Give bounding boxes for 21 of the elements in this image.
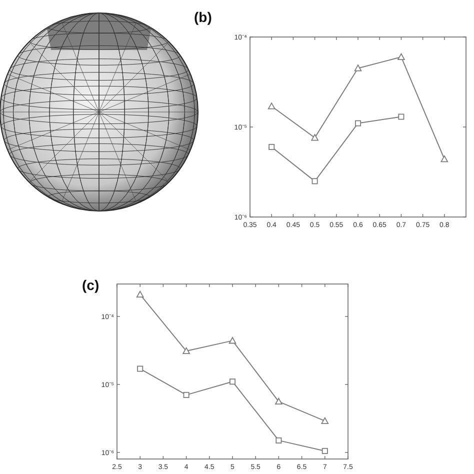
- point: [228, 337, 236, 344]
- point: [321, 417, 329, 424]
- point: [398, 114, 404, 120]
- point: [311, 134, 318, 141]
- point: [268, 102, 276, 110]
- point: [182, 347, 190, 354]
- point: [268, 144, 275, 150]
- point: [137, 366, 144, 372]
- point: [312, 178, 318, 184]
- point: [183, 392, 190, 398]
- point: [440, 155, 448, 162]
- point: [275, 398, 282, 405]
- point: [398, 53, 405, 60]
- chart-title: (b): [194, 9, 212, 25]
- point: [276, 437, 282, 444]
- chart-title: (c): [82, 277, 100, 293]
- point: [136, 290, 144, 298]
- point: [322, 448, 328, 454]
- point: [354, 64, 362, 72]
- point: [354, 120, 362, 126]
- point: [229, 378, 236, 385]
